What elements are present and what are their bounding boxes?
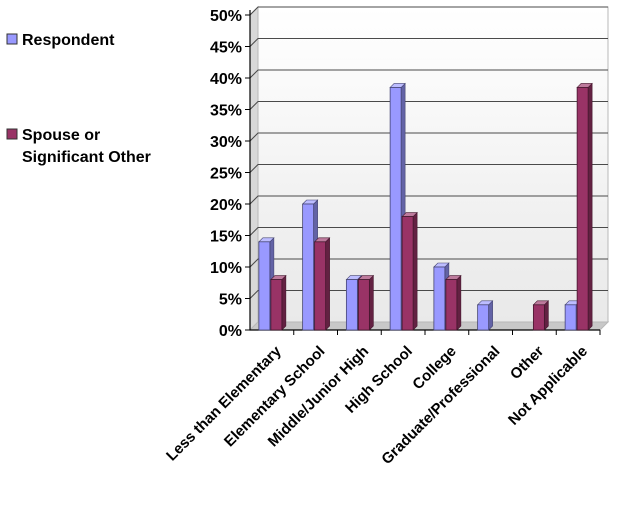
bar-side: [325, 237, 330, 331]
y-tick-label: 15%: [210, 229, 242, 246]
gridline: [249, 227, 608, 236]
bar: [345, 279, 358, 331]
bar-side: [544, 300, 549, 331]
bar: [477, 304, 490, 331]
gridline: [249, 132, 608, 142]
gridline: [249, 69, 608, 79]
y-tick-label: 20%: [210, 197, 242, 214]
bar: [564, 304, 577, 331]
y-tick-label: 40%: [210, 71, 242, 88]
legend-swatch: [6, 33, 18, 45]
bar: [302, 203, 315, 331]
legend-label: Significant Other: [22, 149, 151, 166]
legend: Respondent Spouse or Significant Other: [6, 32, 151, 166]
gridline: [249, 290, 608, 299]
y-tick-label: 35%: [210, 103, 242, 120]
bar-side: [412, 211, 418, 331]
x-category-label: Not Applicable: [505, 343, 591, 429]
y-tick-label: 25%: [210, 166, 242, 183]
legend-label: Respondent: [22, 32, 115, 49]
bar: [433, 266, 446, 331]
bar: [389, 87, 402, 331]
x-category-label: Other: [507, 343, 547, 383]
bar: [314, 241, 327, 331]
bar: [258, 241, 271, 331]
gridline: [249, 38, 608, 47]
bar: [357, 279, 370, 331]
gridline: [249, 164, 608, 173]
bar: [576, 87, 589, 331]
y-tick-label: 45%: [210, 40, 242, 57]
bar: [445, 279, 458, 331]
bar: [532, 304, 545, 331]
gridline: [249, 101, 608, 110]
gridline: [249, 6, 608, 16]
bar-side: [456, 274, 462, 331]
bar-side: [488, 300, 493, 331]
gridline: [249, 195, 608, 205]
y-tick-label: 0%: [219, 323, 242, 340]
bar-side: [587, 82, 593, 331]
y-tick-label: 5%: [219, 292, 242, 309]
bar-side: [281, 274, 287, 331]
legend-label: Spouse or: [22, 127, 100, 144]
gridline: [249, 258, 608, 268]
bar-side: [369, 274, 374, 331]
legend-swatch: [6, 128, 18, 140]
y-tick-label: 30%: [210, 134, 242, 151]
bar: [401, 216, 414, 331]
bar: [270, 279, 283, 331]
plot-area: 0%5%10%15%20%25%30%35%40%45%50%Less than…: [163, 5, 610, 468]
y-tick-label: 10%: [210, 260, 242, 277]
y-tick-label: 50%: [210, 8, 242, 25]
